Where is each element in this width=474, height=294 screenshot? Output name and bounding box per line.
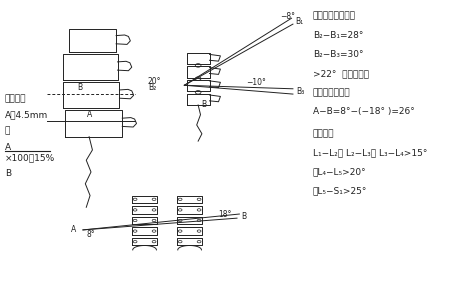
Text: 矢状面相对成角：: 矢状面相对成角： bbox=[313, 12, 356, 21]
Text: A: A bbox=[87, 110, 93, 119]
Text: A: A bbox=[71, 225, 76, 234]
Text: B₂: B₂ bbox=[148, 83, 156, 92]
Text: 或L₄−L₅>20°: 或L₄−L₅>20° bbox=[313, 168, 366, 177]
Text: 矢状面上旋转：: 矢状面上旋转： bbox=[313, 88, 350, 97]
Text: 20°: 20° bbox=[148, 77, 161, 86]
Text: B₂−B₁=28°: B₂−B₁=28° bbox=[313, 31, 363, 40]
Text: B₁: B₁ bbox=[295, 17, 303, 26]
Text: −10°: −10° bbox=[246, 78, 266, 87]
Text: B: B bbox=[5, 169, 11, 178]
Text: A−B=8°−(−18° )=26°: A−B=8°−(−18° )=26° bbox=[313, 107, 415, 116]
Text: A: A bbox=[5, 143, 11, 152]
Text: L₁−L₂， L₂−L₃， L₃−L₄>15°: L₁−L₂， L₂−L₃， L₃−L₄>15° bbox=[313, 148, 427, 158]
Text: B: B bbox=[77, 83, 82, 92]
Text: −8°: −8° bbox=[280, 12, 295, 21]
Text: B₃: B₃ bbox=[296, 87, 304, 96]
Text: B: B bbox=[242, 212, 247, 220]
Text: >22°  即为不正常: >22° 即为不正常 bbox=[313, 69, 369, 78]
Text: 8°: 8° bbox=[87, 230, 95, 238]
Text: B: B bbox=[201, 100, 206, 109]
Text: 或: 或 bbox=[5, 126, 10, 136]
Text: 或L₅−S₁>25°: 或L₅−S₁>25° bbox=[313, 187, 367, 196]
Text: B₂−B₃=30°: B₂−B₃=30° bbox=[313, 50, 364, 59]
Text: ×100＞15%: ×100＞15% bbox=[5, 153, 55, 162]
Text: 18°: 18° bbox=[218, 210, 231, 218]
Text: A＞4.5mm: A＞4.5mm bbox=[5, 110, 48, 119]
Text: 不正常：: 不正常： bbox=[5, 94, 26, 103]
Text: 不正常：: 不正常： bbox=[313, 129, 334, 138]
